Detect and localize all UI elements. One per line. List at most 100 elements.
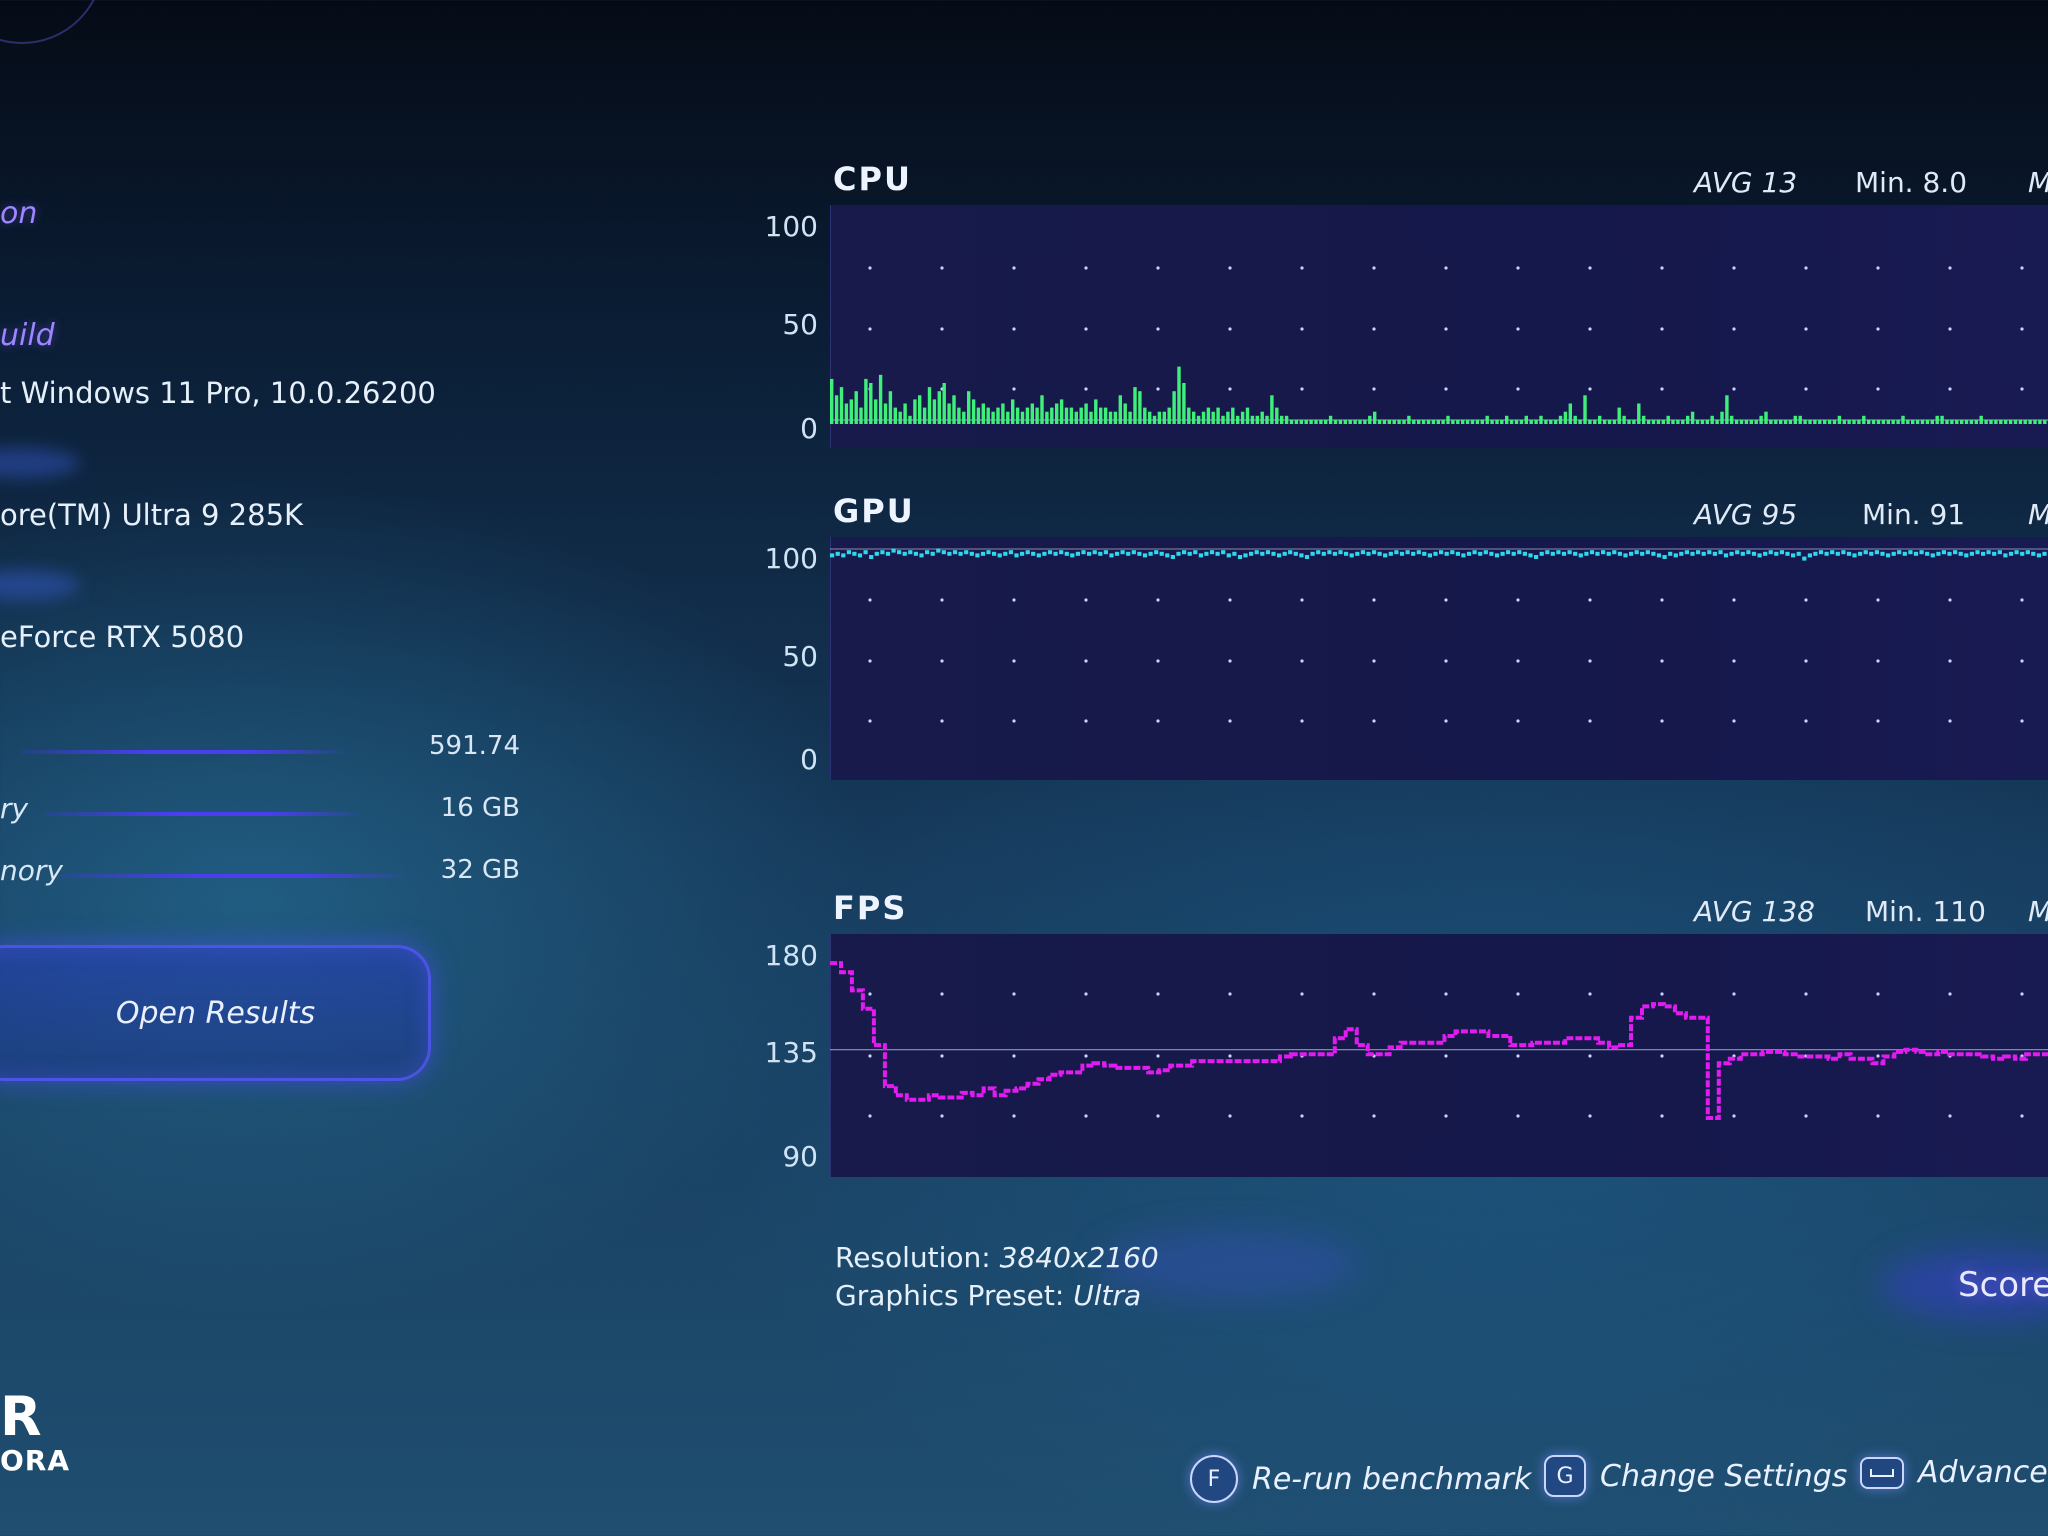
gpu-point	[1634, 550, 1639, 555]
grid-dot	[1804, 992, 1808, 996]
gpu-point	[1561, 551, 1567, 556]
preset-line: Graphics Preset: Ultra	[835, 1279, 1141, 1312]
game-logo: R ORA	[0, 1385, 71, 1478]
cpu-value: ore(TM) Ultra 9 285K	[0, 498, 304, 532]
cpu-bar	[1730, 415, 1734, 424]
cpu-bar	[1505, 415, 1509, 424]
grid-dot	[2020, 266, 2024, 270]
cpu-chart-panel	[830, 205, 2048, 448]
gpu-point	[1567, 550, 1572, 555]
gpu-point	[1020, 551, 1025, 556]
cpu-bar	[1363, 419, 1367, 424]
gpu-point	[1869, 551, 1874, 556]
grid-dot	[1300, 266, 1304, 270]
resolution-line: Resolution: 3840x2160	[835, 1241, 1159, 1274]
grid-dot	[1156, 992, 1160, 996]
gpu-point	[1103, 550, 1108, 555]
cpu-bar	[1412, 419, 1416, 424]
gpu-point	[1439, 550, 1444, 555]
grid-dot	[1444, 1054, 1448, 1058]
cpu-bar	[1598, 415, 1602, 424]
gpu-point	[1880, 551, 1885, 556]
grid-dot	[1660, 266, 1664, 270]
fps-ytick: 90	[782, 1140, 818, 1173]
gpu-ytick: 50	[782, 640, 818, 673]
gpu-point	[1209, 550, 1215, 555]
gpu-point	[1874, 550, 1879, 555]
cpu-bar	[1622, 415, 1626, 424]
cpu-bar	[1294, 419, 1299, 424]
grid-dot	[1588, 1114, 1592, 1118]
gpu-point	[913, 551, 918, 556]
cpu-bar	[1133, 387, 1137, 424]
gpu-point	[1416, 550, 1421, 555]
gpu-point	[1131, 550, 1136, 555]
gpu-point	[1003, 551, 1008, 556]
cpu-bar	[1578, 419, 1582, 424]
cpu-bar	[1661, 419, 1665, 424]
gpu-point	[897, 550, 902, 555]
grid-dot	[2020, 1114, 2024, 1118]
gpu-point	[1355, 551, 1360, 556]
open-results-label: Open Results	[115, 995, 316, 1031]
grid-dot	[1300, 387, 1304, 391]
gpu-point	[1282, 551, 1287, 556]
grid-dot	[1228, 387, 1232, 391]
cpu-bar	[1485, 415, 1489, 424]
gpu-point	[885, 551, 891, 556]
cpu-bar	[1143, 407, 1147, 424]
os-value: t Windows 11 Pro, 10.0.26200	[0, 376, 436, 410]
cpu-bar	[1196, 415, 1201, 424]
gpu-point	[1489, 551, 1494, 556]
gpu-point	[1087, 551, 1092, 556]
cpu-bar	[1211, 411, 1215, 424]
gpu-point	[1969, 551, 1974, 556]
cpu-bar	[2018, 419, 2023, 424]
gpu-point	[1137, 551, 1142, 556]
gpu-point	[936, 548, 941, 553]
gpu-point	[1114, 551, 1120, 556]
gpu-point	[1098, 551, 1103, 556]
grid-dot	[1012, 719, 1016, 723]
change-settings-button[interactable]: G Change Settings	[1544, 1455, 1847, 1497]
grid-dot	[2020, 1054, 2024, 1058]
cpu-bar	[1783, 419, 1788, 424]
gpu-point	[1807, 553, 1812, 558]
rerun-benchmark-button[interactable]: F Re-run benchmark	[1190, 1455, 1531, 1503]
gpu-point	[1427, 553, 1432, 558]
cpu-bar	[1710, 415, 1714, 424]
cpu-bar	[1534, 419, 1538, 424]
gpu-point	[1846, 551, 1852, 556]
gpu-point	[869, 555, 874, 559]
grid-dot	[1012, 266, 1016, 270]
gpu-point	[1310, 551, 1315, 556]
grid-dot	[1732, 1114, 1736, 1118]
cpu-bar	[1754, 419, 1758, 424]
cpu-bar	[1324, 419, 1328, 424]
cpu-bar	[883, 403, 888, 424]
gpu-point	[1226, 553, 1231, 558]
advanced-button[interactable]: Advanced	[1860, 1455, 2048, 1490]
gpu-point	[1483, 550, 1488, 555]
grid-dot	[1084, 598, 1088, 602]
grid-dot	[1948, 719, 1952, 723]
grid-dot	[1372, 719, 1376, 723]
cpu-bar	[1842, 419, 1846, 424]
cpu-bar	[1490, 419, 1494, 424]
cpu-bar	[1686, 415, 1690, 424]
open-results-button[interactable]: Open Results	[0, 945, 431, 1081]
cpu-bar	[1690, 411, 1695, 424]
gpu-point	[1455, 551, 1460, 556]
cpu-bar	[1964, 419, 1969, 424]
cpu-bar	[1642, 415, 1646, 424]
gpu-point	[1405, 550, 1410, 555]
cpu-bar	[1377, 419, 1382, 424]
grid-dot	[2020, 719, 2024, 723]
cpu-bar	[1666, 415, 1670, 424]
cpu-bar	[1568, 403, 1572, 424]
cpu-bar	[1358, 419, 1362, 424]
cpu-bar	[1984, 419, 1988, 424]
grid-dot	[868, 598, 872, 602]
grid-dot	[1948, 1114, 1952, 1118]
cpu-bar	[1373, 411, 1377, 424]
